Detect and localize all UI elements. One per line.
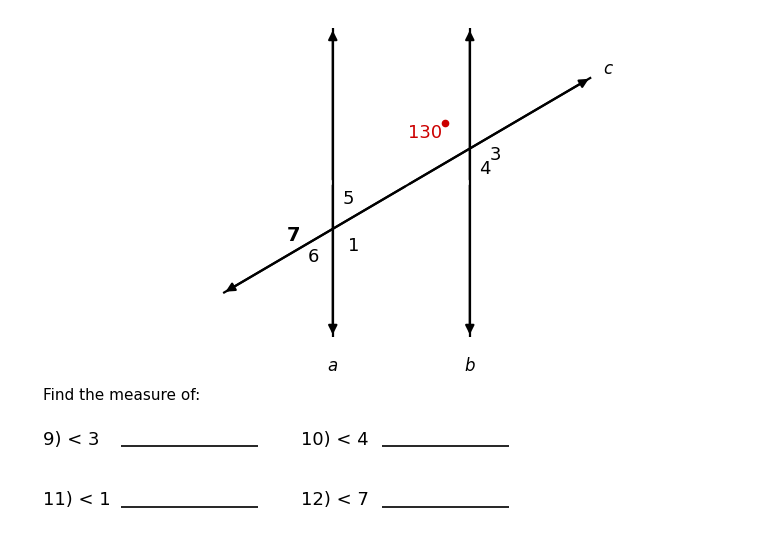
Text: b: b xyxy=(464,357,475,375)
Text: c: c xyxy=(603,60,612,78)
Text: 10) < 4: 10) < 4 xyxy=(301,431,369,448)
Text: 5: 5 xyxy=(343,190,355,208)
Text: 3: 3 xyxy=(489,146,501,164)
Text: 6: 6 xyxy=(308,248,319,266)
Text: 11) < 1: 11) < 1 xyxy=(43,492,110,509)
Text: Find the measure of:: Find the measure of: xyxy=(43,388,200,403)
Text: a: a xyxy=(327,357,338,375)
Text: 12) < 7: 12) < 7 xyxy=(301,492,370,509)
Text: 130: 130 xyxy=(408,124,442,142)
Text: 7: 7 xyxy=(287,226,301,244)
Text: 9) < 3: 9) < 3 xyxy=(43,431,99,448)
Text: 4: 4 xyxy=(479,160,491,178)
Text: 1: 1 xyxy=(348,237,360,255)
